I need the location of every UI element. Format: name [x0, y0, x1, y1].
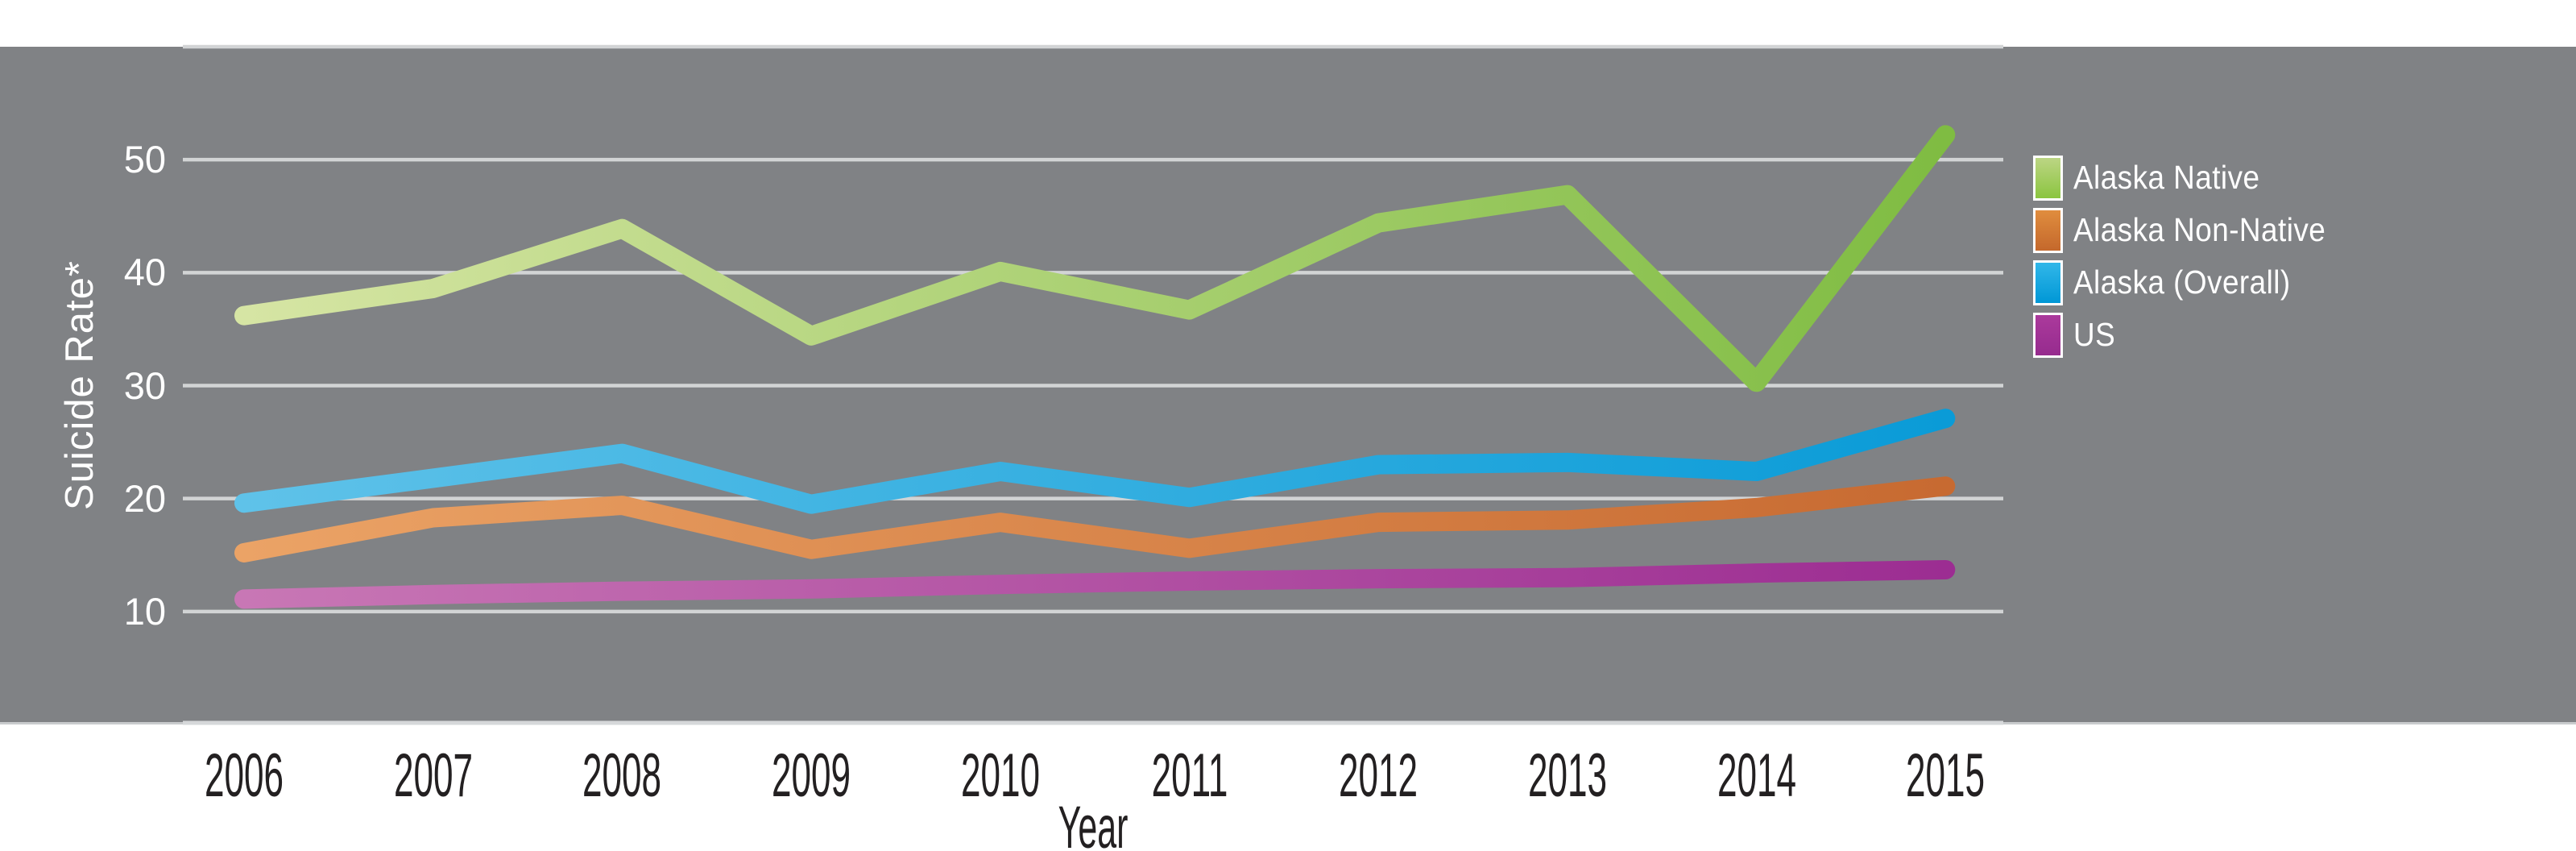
legend: Alaska Native Alaska Non-Native Alaska (Ov…	[2033, 152, 2354, 361]
line-us	[234, 559, 1956, 609]
y-tick-label-50: 50	[123, 138, 166, 181]
y-tick-label-30: 30	[123, 363, 166, 407]
y-tick-label-20: 20	[123, 476, 166, 520]
legend-item-alaska-native: Alaska Native	[2033, 152, 2354, 204]
x-tick-label: 2007	[393, 741, 473, 810]
legend-label: US	[2073, 316, 2116, 353]
x-tick-label: 2014	[1717, 741, 1796, 810]
legend-swatch-icon	[2033, 259, 2063, 305]
x-tick-label: 2009	[772, 741, 851, 810]
x-tick-label: 2010	[960, 741, 1040, 810]
legend-swatch-icon	[2033, 312, 2063, 358]
legend-item-alaska-overall: Alaska (Overall)	[2033, 256, 2354, 309]
x-tick-label: 2013	[1527, 741, 1607, 810]
legend-label: Alaska Non-Native	[2073, 211, 2326, 248]
x-tick-label: 2008	[582, 741, 662, 810]
y-tick-label-10: 10	[123, 589, 166, 633]
x-tick-label: 2011	[1151, 741, 1228, 810]
x-axis-title-text: Year	[1058, 794, 1129, 851]
legend-label: Alaska (Overall)	[2073, 264, 2291, 301]
x-tick-label: 2012	[1339, 741, 1418, 810]
legend-swatch-icon	[2033, 155, 2063, 201]
y-tick-label-40: 40	[123, 251, 166, 294]
legend-label: Alaska Native	[2073, 159, 2260, 196]
line-alaska-overall	[234, 409, 1956, 514]
line-alaska-non-native	[234, 476, 1956, 562]
line-alaska-native	[234, 125, 1956, 392]
legend-item-us: US	[2033, 309, 2354, 361]
x-tick-label: 2015	[1906, 741, 1986, 810]
legend-item-alaska-non-native: Alaska Non-Native	[2033, 204, 2354, 256]
x-tick-label: 2006	[204, 741, 284, 810]
legend-swatch-icon	[2033, 207, 2063, 253]
